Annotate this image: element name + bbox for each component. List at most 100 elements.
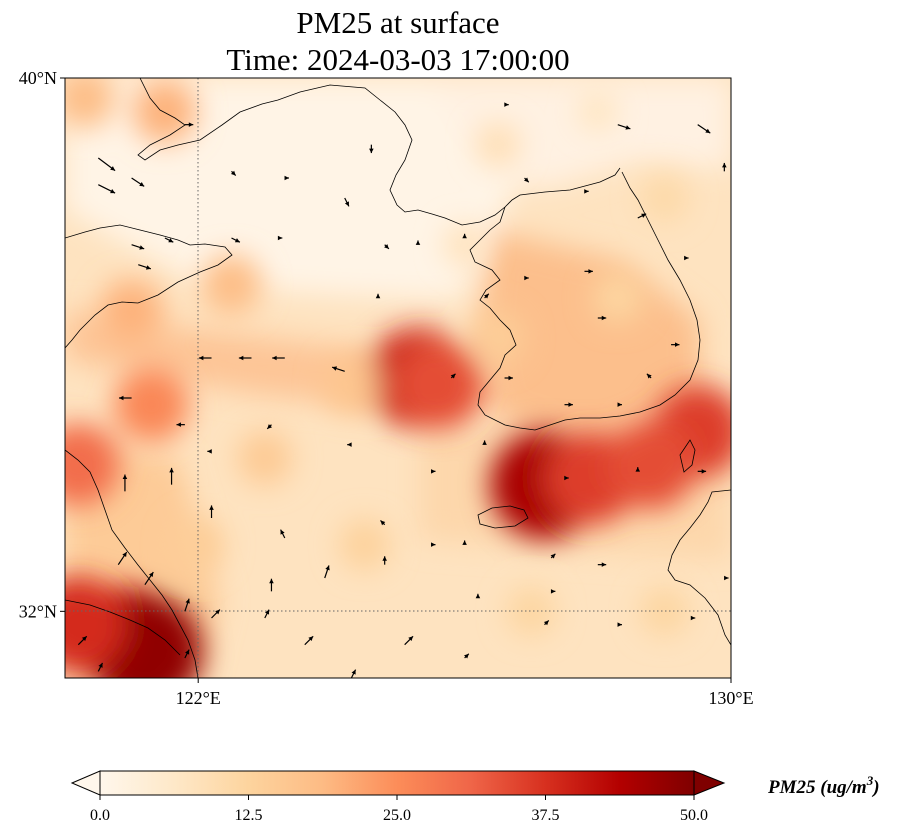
wind-arrow	[543, 620, 550, 626]
coastline-japan	[667, 489, 731, 646]
wind-arrow	[209, 505, 214, 518]
pm25-hotspot	[132, 79, 197, 144]
wind-arrow	[231, 237, 241, 243]
pm25-hotspot	[639, 586, 690, 637]
wind-arrow	[230, 170, 237, 176]
wind-arrow	[324, 565, 330, 579]
wind-arrow	[504, 375, 513, 381]
wind-arrow	[384, 244, 390, 250]
coastline-korea-west	[469, 171, 701, 431]
coastline-tsushima	[679, 439, 696, 473]
colorbar-label-main: PM25 (ug/m	[767, 777, 867, 798]
pm25-hotspot	[506, 586, 556, 637]
wind-arrow	[119, 395, 132, 401]
wind-arrow	[671, 342, 680, 347]
korea-moderate-zone	[480, 230, 700, 440]
wind-arrow	[211, 609, 221, 619]
wind-arrow	[635, 467, 641, 472]
wind-arrow	[722, 162, 727, 172]
wind-arrow	[375, 293, 381, 299]
wind-arrow	[464, 653, 470, 659]
wind-arrow	[144, 571, 154, 585]
wind-arrow	[697, 124, 711, 134]
wind-arrow	[269, 578, 274, 592]
axis-tick-layer: 40°N 32°N 122°E 130°E	[19, 68, 754, 708]
pm25-hotspot	[114, 367, 189, 443]
wind-arrow	[264, 609, 270, 619]
pm25-hotspot	[201, 254, 262, 315]
wind-arrow	[347, 442, 352, 447]
wind-arrow	[284, 175, 289, 181]
colorbar-tick-label: 50.0	[680, 807, 708, 824]
wind-arrow	[646, 373, 652, 379]
wind-arrow	[344, 197, 350, 207]
wind-arrow	[617, 124, 631, 130]
wind-arrow	[564, 402, 573, 407]
wind-arrow	[369, 144, 374, 154]
wind-arrow	[523, 177, 530, 183]
colorbar-extend-min	[70, 770, 101, 796]
lon-tick-label: 122°E	[176, 688, 221, 708]
wind-arrow	[584, 189, 589, 194]
wind-arrow	[597, 315, 607, 321]
wind-arrow	[176, 422, 185, 427]
colorbar-label-superscript: 3	[866, 773, 874, 788]
pm25-hotspot	[322, 356, 380, 414]
wind-arrow	[77, 635, 88, 646]
colorbar-gradient	[99, 770, 695, 796]
coastline-yangtze-estuary	[65, 599, 181, 656]
coastline-layer	[65, 78, 731, 678]
wind-arrow	[431, 469, 436, 474]
wind-vector-layer	[77, 102, 729, 678]
coastline-jiangsu	[65, 449, 199, 678]
wind-arrow	[98, 184, 116, 194]
lat-tick-label: 40°N	[19, 68, 57, 88]
colorbar-label-close: )	[871, 777, 879, 798]
wind-arrow	[350, 669, 357, 678]
coastline-liaodong	[65, 78, 621, 226]
pm25-hotspot	[471, 311, 525, 365]
pm25-hotspot	[65, 78, 116, 129]
lat-tick-label: 32°N	[19, 601, 57, 621]
wind-arrow	[238, 355, 252, 361]
coastline-shandong	[65, 224, 233, 349]
pm25-hotspot	[606, 420, 696, 510]
wind-arrow	[684, 255, 689, 261]
wind-arrow	[131, 177, 145, 187]
wind-arrow	[272, 355, 285, 361]
wind-arrow	[207, 449, 212, 454]
pm25-hotspot	[65, 423, 120, 506]
wind-arrow	[724, 575, 729, 581]
colorbar-tick-label: 25.0	[383, 807, 411, 824]
pm25-hotspot	[443, 223, 486, 266]
wind-arrow	[504, 102, 509, 107]
pm25-hotspot-layer	[65, 78, 731, 678]
colorbar: 0.0 12.5 25.0 37.5 50.0 PM25 (ug/m3)	[70, 770, 880, 824]
wind-arrow	[617, 622, 622, 627]
pm25-hotspot	[65, 576, 127, 673]
wind-arrow	[164, 237, 174, 243]
wind-arrow	[138, 264, 152, 270]
wind-arrow	[524, 275, 529, 281]
coastline-jeju	[477, 505, 529, 529]
wind-arrow	[266, 424, 273, 430]
colorbar-tick-label: 12.5	[235, 807, 263, 824]
wind-arrow	[198, 355, 212, 361]
wind-arrow	[415, 240, 421, 245]
wind-arrow	[697, 469, 707, 474]
wind-arrow	[184, 122, 194, 127]
pm25-hotspot	[475, 122, 520, 167]
title-line-1: PM25 at surface	[296, 5, 499, 40]
wind-arrow	[550, 553, 556, 559]
wind-arrow	[97, 157, 116, 172]
wind-arrow	[637, 213, 647, 219]
pm25-hotspot	[393, 340, 483, 430]
colorbar-tick-label: 37.5	[532, 807, 560, 824]
wind-arrow	[331, 366, 345, 372]
wind-arrow	[277, 235, 283, 241]
wind-arrow	[484, 293, 490, 299]
map-frame	[64, 77, 732, 679]
title-line-2: Time: 2024-03-03 17:00:00	[226, 42, 569, 77]
wind-arrow	[482, 440, 487, 445]
